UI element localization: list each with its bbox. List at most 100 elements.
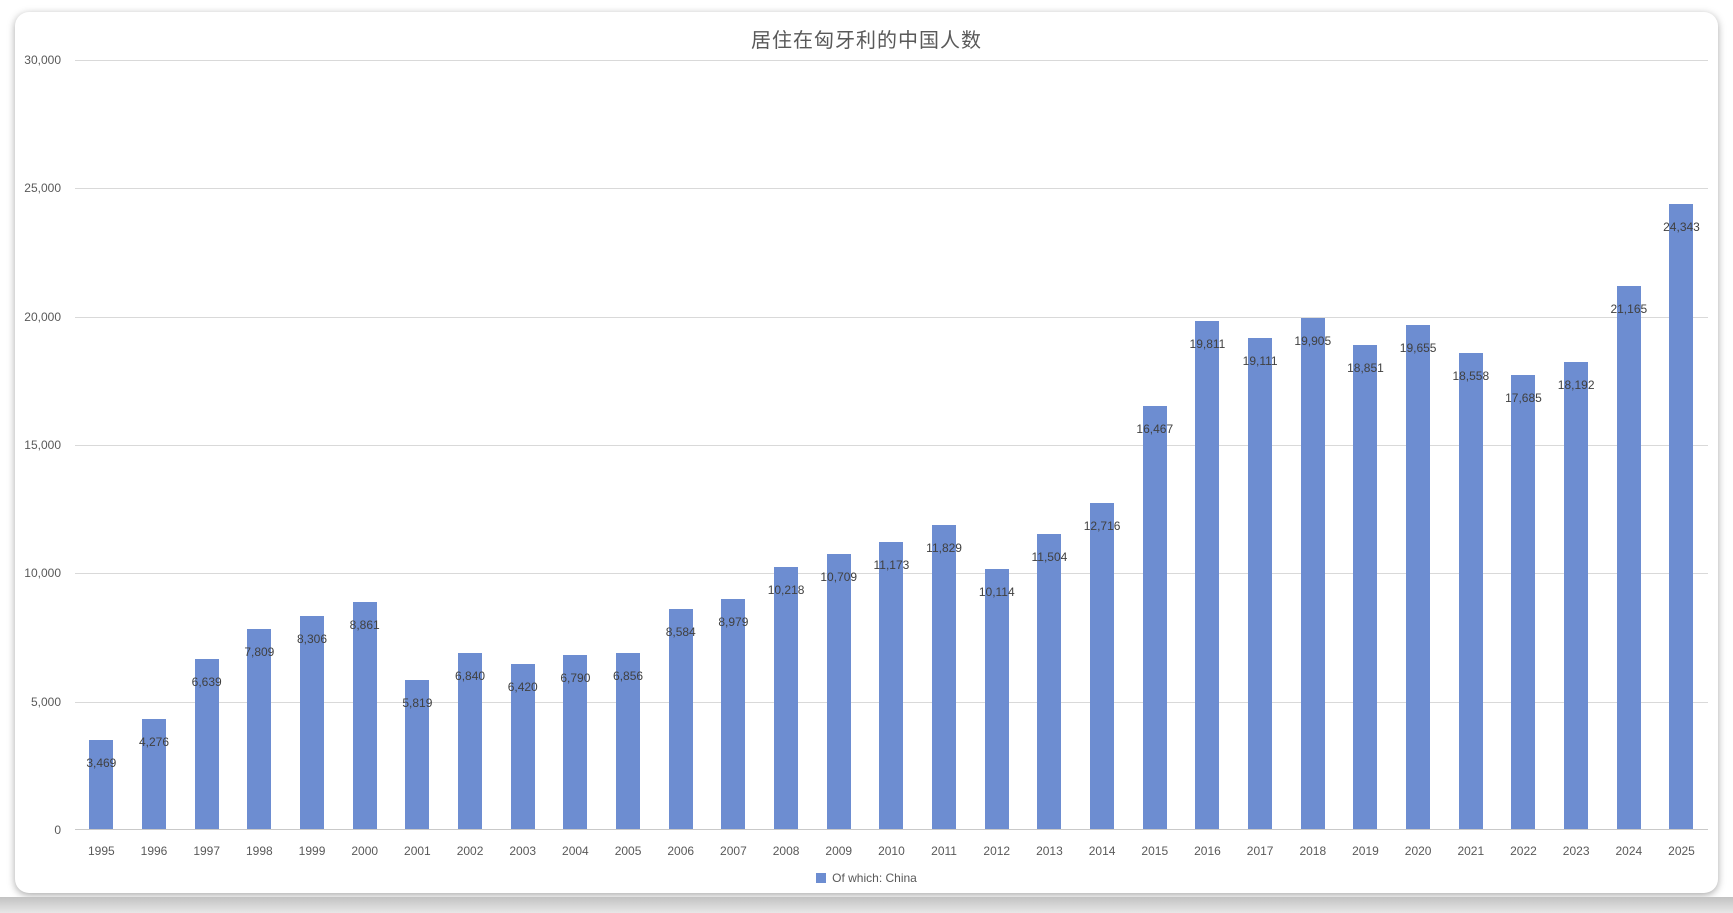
bar-value-label: 8,584: [665, 624, 696, 639]
y-tick-label: 0: [54, 823, 61, 837]
x-tick-label: 2018: [1299, 844, 1327, 858]
window-bottom-edge: [0, 897, 1733, 913]
bar-value-label: 18,851: [1347, 361, 1384, 376]
bar-slot: 8,861: [338, 60, 391, 829]
bar-slot: 6,639: [180, 60, 233, 829]
legend-label: Of which: China: [832, 871, 917, 885]
bar-2013: [1037, 533, 1062, 829]
bar-2016: [1195, 320, 1220, 829]
bar-1997: [194, 658, 219, 829]
bar-2010: [879, 542, 904, 829]
x-tick-label: 2020: [1404, 844, 1432, 858]
bar-2024: [1616, 285, 1641, 829]
bar-slot: 11,504: [1023, 60, 1076, 829]
bar-value-label: 10,218: [767, 582, 805, 597]
bar-2023: [1564, 362, 1589, 829]
x-tick-label: 2005: [614, 844, 642, 858]
bar-value-label: 19,655: [1399, 340, 1437, 355]
bar-slot: 18,192: [1550, 60, 1603, 829]
x-tick-label: 2001: [404, 844, 431, 858]
bar-1996: [142, 719, 166, 829]
bar-slot: 6,840: [444, 60, 497, 829]
x-tick-label: 2023: [1562, 844, 1590, 858]
bar-value-label: 7,809: [244, 644, 275, 659]
bar-slot: 6,856: [602, 60, 655, 829]
bar-slot: 5,819: [391, 60, 444, 829]
bar-value-label: 11,829: [926, 541, 962, 556]
x-tick-label: 2024: [1615, 844, 1643, 858]
legend: Of which: China: [15, 871, 1718, 885]
bar-value-label: 8,306: [297, 631, 328, 646]
bar-2018: [1300, 318, 1325, 829]
y-tick-label: 10,000: [24, 566, 61, 581]
bar-slot: 10,218: [760, 60, 813, 829]
bar-value-label: 24,343: [1663, 220, 1700, 235]
bar-2001: [405, 679, 430, 829]
bar-slot: 4,276: [128, 60, 181, 829]
x-tick-label: 2003: [509, 844, 537, 858]
bar-slot: 3,469: [75, 60, 128, 829]
x-tick-label: 2011: [931, 844, 957, 858]
bar-value-label: 10,709: [820, 570, 858, 585]
x-tick-label: 1995: [87, 844, 115, 858]
bar-value-label: 18,192: [1557, 378, 1595, 393]
bar-slot: 24,343: [1655, 60, 1708, 829]
y-axis-labels: 0 5,000 10,000 15,000 20,000 25,000 30,000: [15, 53, 61, 837]
y-tick-label: 5,000: [30, 694, 61, 709]
bar-value-label: 3,469: [86, 755, 117, 770]
bar-2000: [352, 601, 377, 829]
y-tick-label: 20,000: [24, 309, 61, 324]
bar-2017: [1248, 338, 1273, 829]
bar-value-label: 19,905: [1294, 334, 1332, 349]
gridline: [75, 316, 1708, 318]
x-tick-label: 2017: [1246, 844, 1274, 858]
bar-value-label: 18,558: [1452, 368, 1490, 383]
chart-card: 居住在匈牙利的中国人数 0 5,000 10,000 15,000 20,000 25,0…: [15, 12, 1718, 893]
plot-area: 3,469 4,276 6,639 7,809 8,306 8,861 5,819 6,840…: [75, 60, 1708, 830]
bar-slot: 19,111: [1234, 60, 1287, 829]
bar-slot: 19,811: [1181, 60, 1234, 829]
bar-slot: 12,716: [1076, 60, 1129, 829]
bar-slot: 18,558: [1444, 60, 1497, 829]
x-tick-label: 2006: [667, 844, 695, 858]
x-tick-label: 2007: [720, 844, 747, 858]
bar-slot: 7,809: [233, 60, 286, 829]
bar-1999: [300, 615, 325, 829]
x-axis-labels: 1995 1996 1997 1998 1999 2000 2001 2002 2003 2004…: [75, 844, 1708, 858]
bar-value-label: 17,685: [1505, 391, 1542, 406]
bar-slot: 19,655: [1392, 60, 1445, 829]
bar-2025: [1669, 204, 1694, 829]
y-tick-label: 15,000: [24, 438, 61, 452]
x-tick-label: 2013: [1036, 844, 1063, 858]
chart-title: 居住在匈牙利的中国人数: [751, 30, 982, 52]
bar-slot: 10,709: [812, 60, 865, 829]
x-tick-label: 2004: [562, 844, 589, 858]
x-tick-label: 2015: [1141, 844, 1169, 858]
legend-marker-icon: [816, 873, 827, 883]
bar-2005: [616, 653, 641, 829]
bar-2008: [774, 566, 799, 829]
bar-2007: [721, 598, 746, 829]
bar-value-label: 8,979: [718, 614, 749, 629]
bar-value-label: 16,467: [1136, 422, 1174, 437]
bar-value-label: 8,861: [349, 617, 380, 632]
x-tick-label: 2014: [1088, 844, 1116, 858]
bar-2009: [826, 554, 851, 829]
bar-value-label: 6,840: [455, 669, 486, 684]
bar-slot: 11,173: [865, 60, 918, 829]
x-tick-label: 2019: [1352, 844, 1379, 858]
x-tick-label: 1999: [298, 844, 326, 858]
bar-value-label: 10,114: [978, 585, 1015, 600]
bar-slot: 8,584: [654, 60, 707, 829]
x-tick-label: 2021: [1457, 844, 1485, 858]
bar-value-label: 4,276: [138, 735, 170, 750]
bar-value-label: 19,111: [1242, 354, 1278, 369]
gridline: [75, 60, 1708, 61]
bar-value-label: 6,420: [507, 680, 538, 695]
x-tick-label: 2022: [1510, 844, 1537, 858]
bar-2019: [1353, 345, 1378, 829]
bar-value-label: 12,716: [1083, 518, 1121, 533]
bar-slot: 17,685: [1497, 60, 1550, 829]
bar-slot: 18,851: [1339, 60, 1392, 829]
y-tick-label: 30,000: [24, 53, 61, 67]
